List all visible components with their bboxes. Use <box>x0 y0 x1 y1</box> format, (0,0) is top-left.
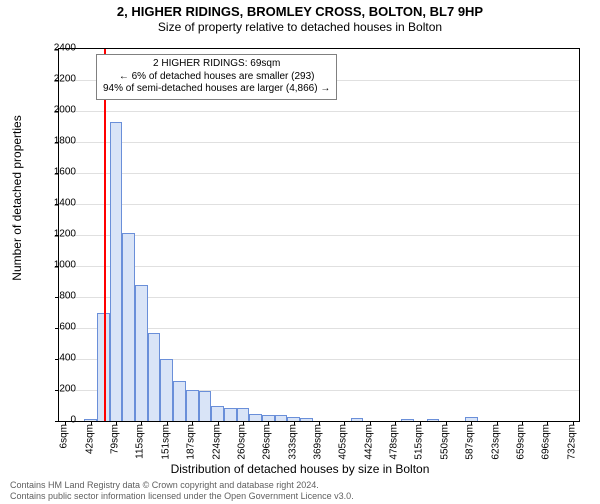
x-tick-label: 550sqm <box>439 424 450 460</box>
x-tick-label: 115sqm <box>135 424 146 459</box>
y-tick-label: 800 <box>42 291 76 302</box>
property-marker-line <box>104 49 106 421</box>
x-tick-label: 151sqm <box>160 424 171 460</box>
histogram-bar <box>237 408 250 421</box>
x-tick-label: 224sqm <box>211 424 222 460</box>
title-sub: Size of property relative to detached ho… <box>0 20 600 34</box>
y-tick-label: 600 <box>42 322 76 333</box>
y-tick-label: 1200 <box>42 229 76 240</box>
x-tick-label: 478sqm <box>389 424 400 460</box>
x-tick-label: 369sqm <box>313 424 324 460</box>
gridline <box>59 173 579 174</box>
chart-plot-area <box>58 48 580 422</box>
title-main: 2, HIGHER RIDINGS, BROMLEY CROSS, BOLTON… <box>0 4 600 19</box>
histogram-bar <box>224 408 237 421</box>
y-tick-label: 1600 <box>42 167 76 178</box>
x-tick-label: 296sqm <box>262 424 273 460</box>
y-tick-label: 1800 <box>42 136 76 147</box>
x-tick-label: 515sqm <box>414 424 425 460</box>
y-tick-label: 200 <box>42 384 76 395</box>
gridline <box>59 204 579 205</box>
y-tick-label: 1400 <box>42 198 76 209</box>
y-tick-label: 2400 <box>42 43 76 54</box>
x-tick-label: 42sqm <box>84 424 95 454</box>
x-tick-label: 405sqm <box>338 424 349 460</box>
x-tick-label: 732sqm <box>566 424 577 460</box>
histogram-bar <box>173 381 186 421</box>
histogram-bar <box>135 285 148 421</box>
x-tick-label: 6sqm <box>59 424 70 448</box>
histogram-bar <box>160 359 173 421</box>
footer-attribution: Contains HM Land Registry data © Crown c… <box>10 480 354 502</box>
x-tick-label: 587sqm <box>465 424 476 460</box>
histogram-bar <box>199 391 212 421</box>
y-axis-label: Number of detached properties <box>10 12 24 384</box>
infobox-line2: ← 6% of detached houses are smaller (293… <box>103 71 330 84</box>
gridline <box>59 235 579 236</box>
x-tick-label: 187sqm <box>186 424 197 460</box>
histogram-bar <box>249 414 262 421</box>
histogram-bar <box>275 415 288 421</box>
gridline <box>59 142 579 143</box>
histogram-bar <box>110 122 123 421</box>
y-tick-label: 2200 <box>42 74 76 85</box>
gridline <box>59 111 579 112</box>
footer-line1: Contains HM Land Registry data © Crown c… <box>10 480 354 491</box>
histogram-bar <box>122 233 135 421</box>
histogram-bar <box>186 390 199 421</box>
y-tick-label: 2000 <box>42 105 76 116</box>
x-tick-label: 260sqm <box>236 424 247 460</box>
histogram-bar <box>148 333 161 421</box>
y-tick-label: 1000 <box>42 260 76 271</box>
info-annotation-box: 2 HIGHER RIDINGS: 69sqm ← 6% of detached… <box>96 54 337 100</box>
gridline <box>59 266 579 267</box>
x-tick-label: 333sqm <box>287 424 298 460</box>
x-tick-label: 659sqm <box>515 424 526 460</box>
x-tick-label: 696sqm <box>541 424 552 460</box>
x-tick-label: 79sqm <box>110 424 121 454</box>
infobox-line3: 94% of semi-detached houses are larger (… <box>103 83 330 96</box>
histogram-bar <box>351 418 364 421</box>
histogram-bar <box>401 419 414 421</box>
x-tick-label: 442sqm <box>363 424 374 460</box>
y-tick-label: 400 <box>42 353 76 364</box>
infobox-line1: 2 HIGHER RIDINGS: 69sqm <box>103 58 330 71</box>
histogram-bar <box>300 418 313 421</box>
x-axis-label: Distribution of detached houses by size … <box>0 462 600 476</box>
histogram-bar <box>211 406 224 422</box>
x-tick-label: 623sqm <box>490 424 501 460</box>
histogram-bar <box>427 419 440 421</box>
